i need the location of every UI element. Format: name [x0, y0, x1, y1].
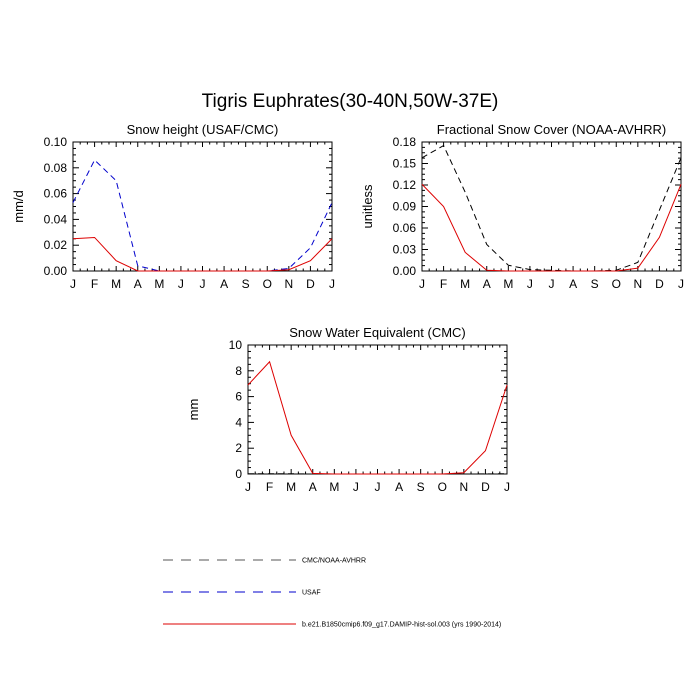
legend-label: CMC/NOAA-AVHRR [302, 558, 366, 565]
y-tick-label: 0.18 [393, 135, 417, 149]
legend: CMC/NOAA-AVHRR USAF b.e21.B1850cmip6.f09_g… [163, 558, 501, 629]
y-axis-label: unitless [360, 184, 375, 229]
x-tick-label: M [286, 480, 296, 494]
x-tick-label: M [503, 277, 513, 291]
y-tick-label: 0.03 [393, 243, 417, 257]
x-tick-label: J [353, 480, 359, 494]
x-tick-label: J [549, 277, 555, 291]
x-tick-label: S [417, 480, 425, 494]
chart-panel-2: Fractional Snow Cover (NOAA-AVHRR)J F M A M J… [360, 122, 684, 291]
chart-panels: Snow height (USAF/CMC)J F M A M J J A S O N D J0.000… [11, 122, 684, 494]
panel-title: Fractional Snow Cover (NOAA-AVHRR) [437, 122, 666, 137]
series-line-1 [421, 144, 682, 272]
y-axis-label: mm [186, 399, 201, 421]
x-tick-label: A [134, 277, 142, 291]
y-tick-label: 0.09 [393, 200, 417, 214]
x-tick-label: N [459, 480, 468, 494]
x-tick-label: O [263, 277, 272, 291]
y-tick-label: 0.06 [44, 187, 68, 201]
y-tick-label: 0.10 [44, 135, 68, 149]
x-tick-label: O [438, 480, 447, 494]
legend-label: USAF [302, 590, 321, 597]
series-line-2 [72, 236, 333, 272]
series-line-1 [72, 159, 333, 272]
y-axis-label: mm/d [11, 190, 26, 223]
x-tick-label: M [460, 277, 470, 291]
y-tick-label: 0.06 [393, 221, 417, 235]
x-tick-label: A [395, 480, 403, 494]
x-tick-label: J [527, 277, 533, 291]
x-tick-label: J [678, 277, 684, 291]
y-tick-label: 0 [235, 467, 242, 481]
x-tick-label: M [329, 480, 339, 494]
panel-title: Snow Water Equivalent (CMC) [289, 325, 466, 340]
x-tick-label: N [284, 277, 293, 291]
x-tick-label: J [70, 277, 76, 291]
y-tick-label: 6 [235, 390, 242, 404]
x-tick-label: J [419, 277, 425, 291]
series-line-2 [247, 360, 508, 475]
x-tick-label: A [569, 277, 577, 291]
x-tick-label: D [655, 277, 664, 291]
y-tick-label: 8 [235, 364, 242, 378]
y-tick-label: 0.12 [393, 178, 417, 192]
x-tick-label: A [309, 480, 317, 494]
x-tick-label: D [481, 480, 490, 494]
x-tick-label: N [633, 277, 642, 291]
y-tick-label: 0.08 [44, 161, 68, 175]
x-tick-label: M [154, 277, 164, 291]
x-tick-label: M [111, 277, 121, 291]
panel-title: Snow height (USAF/CMC) [127, 122, 279, 137]
x-tick-label: J [329, 277, 335, 291]
plot-frame [72, 141, 333, 272]
x-tick-label: O [612, 277, 621, 291]
x-tick-label: S [591, 277, 599, 291]
y-tick-label: 4 [235, 415, 242, 429]
legend-label: b.e21.B1850cmip6.f09_g17.DAMIP-hist-sol.… [302, 622, 501, 629]
figure-title: Tigris Euphrates(30-40N,50W-37E) [202, 91, 499, 112]
x-tick-label: J [178, 277, 184, 291]
y-tick-label: 0.00 [44, 264, 68, 278]
y-tick-label: 10 [229, 338, 243, 352]
y-tick-label: 0.02 [44, 238, 68, 252]
x-tick-label: S [242, 277, 250, 291]
series-line-2 [421, 183, 682, 272]
x-tick-label: J [504, 480, 510, 494]
y-tick-label: 0.04 [44, 212, 68, 226]
x-tick-label: J [375, 480, 381, 494]
x-tick-label: F [440, 277, 447, 291]
y-tick-label: 0.15 [393, 157, 417, 171]
chart-panel-1: Snow height (USAF/CMC)J F M A M J J A S O N D J0.000… [11, 122, 335, 291]
x-tick-label: F [91, 277, 98, 291]
x-tick-label: F [266, 480, 273, 494]
y-tick-label: 0.00 [393, 264, 417, 278]
x-tick-label: A [483, 277, 491, 291]
x-tick-label: A [220, 277, 228, 291]
chart-panel-3: Snow Water Equivalent (CMC)J F M A M J J A S O N D J… [186, 325, 510, 494]
y-tick-label: 2 [235, 441, 242, 455]
x-tick-label: J [245, 480, 251, 494]
x-tick-label: D [306, 277, 315, 291]
x-tick-label: J [200, 277, 206, 291]
plot-frame [247, 344, 508, 475]
